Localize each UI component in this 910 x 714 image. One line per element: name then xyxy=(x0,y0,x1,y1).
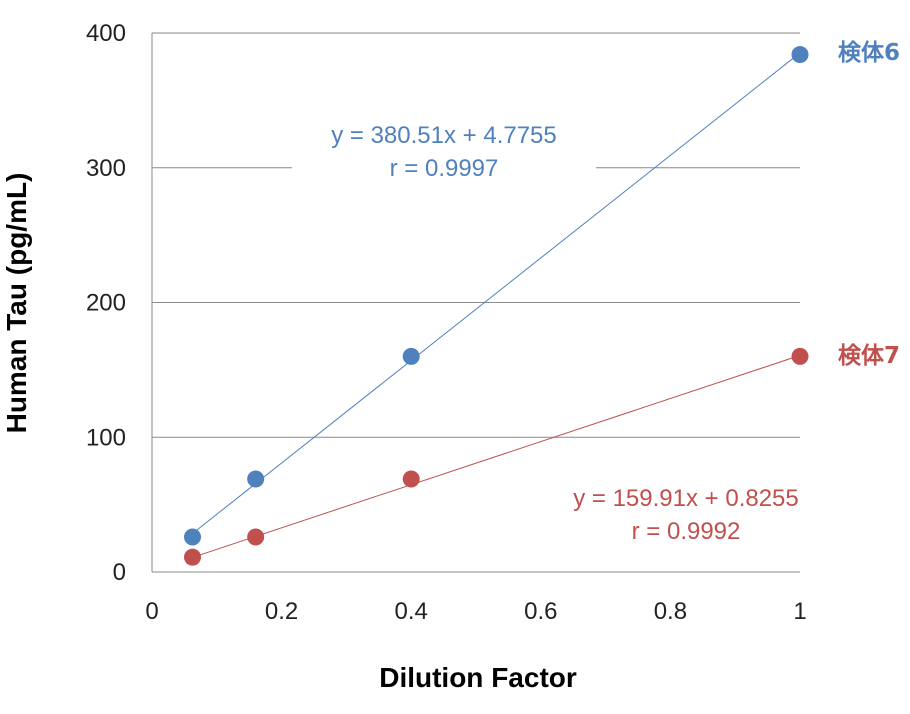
equation-series-1: y = 380.51x + 4.7755 xyxy=(331,122,557,149)
trendline-series-1 xyxy=(192,52,801,534)
r-value-series-1: r = 0.9997 xyxy=(390,155,499,182)
x-tick-label: 0.2 xyxy=(265,598,298,625)
x-tick-label: 0.8 xyxy=(654,598,687,625)
equation-box-series-1 xyxy=(292,112,596,188)
series-label-1: 検体6 xyxy=(838,40,900,66)
data-points xyxy=(184,46,809,566)
trendline-series-2 xyxy=(192,354,801,558)
data-point-series-1 xyxy=(184,528,201,546)
x-tick-label: 0 xyxy=(145,598,158,625)
x-tick-labels: 0 0.2 0.4 0.6 0.8 1 xyxy=(145,598,806,625)
data-point-series-2 xyxy=(184,548,201,566)
data-point-series-1 xyxy=(402,347,420,365)
data-point-series-1 xyxy=(791,46,809,64)
y-tick-labels: 0 100 200 300 400 xyxy=(86,20,126,586)
equation-series-2: y = 159.91x + 0.8255 xyxy=(573,485,799,512)
x-axis-title: Dilution Factor xyxy=(379,662,577,693)
y-axis-title: Human Tau (pg/mL) xyxy=(1,173,32,434)
y-tick-label: 300 xyxy=(86,155,126,182)
y-tick-label: 200 xyxy=(86,290,126,317)
data-point-series-2 xyxy=(402,470,420,488)
trendlines xyxy=(192,52,801,558)
series-label-2: 検体7 xyxy=(838,343,900,369)
data-point-series-2 xyxy=(247,528,265,546)
x-tick-label: 0.6 xyxy=(524,598,557,625)
gridlines xyxy=(152,32,800,438)
y-tick-label: 400 xyxy=(86,20,126,47)
x-tick-label: 1 xyxy=(793,598,806,625)
axes xyxy=(151,33,800,573)
r-value-series-2: r = 0.9992 xyxy=(632,518,741,545)
x-tick-label: 0.4 xyxy=(395,598,428,625)
y-tick-label: 100 xyxy=(86,424,126,451)
data-point-series-1 xyxy=(247,470,265,488)
y-tick-label: 0 xyxy=(113,559,126,586)
data-point-series-2 xyxy=(791,347,809,365)
